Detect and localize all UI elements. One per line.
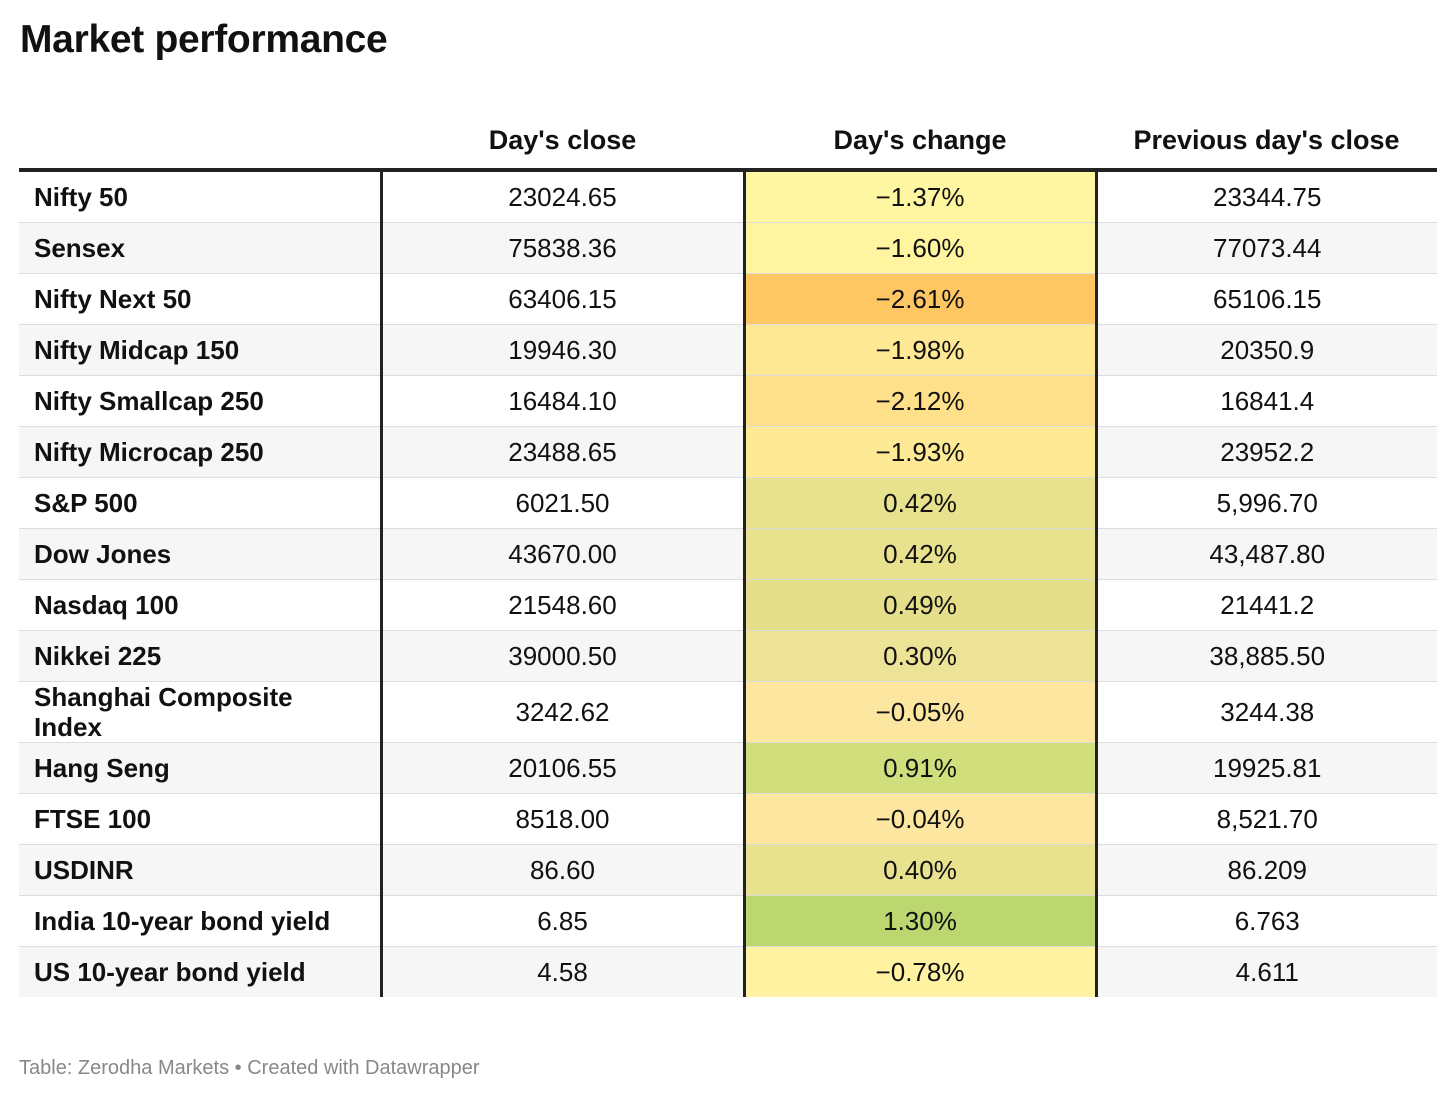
table-row: USDINR 86.60 0.40% 86.209 bbox=[19, 844, 1437, 896]
cell-days-change: −2.61% bbox=[742, 273, 1098, 325]
table-row: FTSE 100 8518.00 −0.04% 8,521.70 bbox=[19, 793, 1437, 845]
cell-days-close: 8518.00 bbox=[381, 793, 744, 845]
cell-days-change: 0.42% bbox=[742, 477, 1098, 529]
header-previous-close: Previous day's close bbox=[1096, 112, 1437, 172]
header-row: Day's close Day's change Previous day's … bbox=[19, 112, 1437, 172]
cell-previous-close: 4.611 bbox=[1096, 946, 1437, 997]
cell-days-change: −1.98% bbox=[742, 324, 1098, 376]
cell-name: Nifty 50 bbox=[19, 170, 383, 223]
header-index bbox=[19, 112, 381, 172]
cell-name: Dow Jones bbox=[19, 528, 383, 580]
cell-name: Nasdaq 100 bbox=[19, 579, 383, 631]
cell-days-close: 6.85 bbox=[381, 895, 744, 947]
market-performance-table: Day's close Day's change Previous day's … bbox=[19, 112, 1437, 997]
table-row: Nifty Midcap 150 19946.30 −1.98% 20350.9 bbox=[19, 324, 1437, 376]
cell-days-change: 0.30% bbox=[742, 630, 1098, 682]
cell-name: Nikkei 225 bbox=[19, 630, 383, 682]
table-row: Nikkei 225 39000.50 0.30% 38,885.50 bbox=[19, 630, 1437, 682]
cell-previous-close: 20350.9 bbox=[1096, 324, 1437, 376]
cell-days-change: 0.40% bbox=[742, 844, 1098, 896]
cell-days-close: 43670.00 bbox=[381, 528, 744, 580]
table-row: Sensex 75838.36 −1.60% 77073.44 bbox=[19, 222, 1437, 274]
cell-days-close: 21548.60 bbox=[381, 579, 744, 631]
cell-previous-close: 77073.44 bbox=[1096, 222, 1437, 274]
cell-name: S&P 500 bbox=[19, 477, 383, 529]
cell-days-close: 23488.65 bbox=[381, 426, 744, 478]
cell-previous-close: 3244.38 bbox=[1096, 681, 1437, 743]
cell-days-change: −1.93% bbox=[742, 426, 1098, 478]
cell-days-change: −0.78% bbox=[742, 946, 1098, 997]
cell-days-close: 4.58 bbox=[381, 946, 744, 997]
header-days-change: Day's change bbox=[744, 112, 1096, 172]
table-row: Shanghai Composite Index 3242.62 −0.05% 324… bbox=[19, 681, 1437, 743]
cell-previous-close: 5,996.70 bbox=[1096, 477, 1437, 529]
cell-name: Nifty Microcap 250 bbox=[19, 426, 383, 478]
cell-days-change: −0.05% bbox=[742, 681, 1098, 743]
cell-previous-close: 21441.2 bbox=[1096, 579, 1437, 631]
source-note: Table: Zerodha Markets • Created with Da… bbox=[19, 1057, 480, 1079]
cell-previous-close: 23952.2 bbox=[1096, 426, 1437, 478]
cell-days-change: −2.12% bbox=[742, 375, 1098, 427]
cell-days-close: 23024.65 bbox=[381, 170, 744, 223]
cell-previous-close: 6.763 bbox=[1096, 895, 1437, 947]
cell-previous-close: 16841.4 bbox=[1096, 375, 1437, 427]
cell-previous-close: 8,521.70 bbox=[1096, 793, 1437, 845]
cell-previous-close: 86.209 bbox=[1096, 844, 1437, 896]
table-row: Nifty 50 23024.65 −1.37% 23344.75 bbox=[19, 170, 1437, 223]
cell-name: USDINR bbox=[19, 844, 383, 896]
cell-days-close: 19946.30 bbox=[381, 324, 744, 376]
cell-name: Nifty Smallcap 250 bbox=[19, 375, 383, 427]
page-title: Market performance bbox=[20, 18, 388, 61]
cell-days-close: 16484.10 bbox=[381, 375, 744, 427]
cell-days-change: 0.49% bbox=[742, 579, 1098, 631]
table-row: Nifty Microcap 250 23488.65 −1.93% 23952.2 bbox=[19, 426, 1437, 478]
cell-previous-close: 23344.75 bbox=[1096, 170, 1437, 223]
cell-previous-close: 43,487.80 bbox=[1096, 528, 1437, 580]
cell-days-close: 39000.50 bbox=[381, 630, 744, 682]
cell-previous-close: 65106.15 bbox=[1096, 273, 1437, 325]
cell-days-change: −1.37% bbox=[742, 170, 1098, 223]
table-row: Nifty Next 50 63406.15 −2.61% 65106.15 bbox=[19, 273, 1437, 325]
cell-name: Shanghai Composite Index bbox=[19, 681, 383, 743]
cell-name: Hang Seng bbox=[19, 742, 383, 794]
table-row: US 10-year bond yield 4.58 −0.78% 4.611 bbox=[19, 946, 1437, 997]
cell-days-change: 0.42% bbox=[742, 528, 1098, 580]
header-days-close: Day's close bbox=[381, 112, 744, 172]
table-row: Nasdaq 100 21548.60 0.49% 21441.2 bbox=[19, 579, 1437, 631]
cell-days-change: 1.30% bbox=[742, 895, 1098, 947]
table-header: Day's close Day's change Previous day's … bbox=[19, 112, 1437, 172]
table-row: Nifty Smallcap 250 16484.10 −2.12% 16841.4 bbox=[19, 375, 1437, 427]
cell-days-close: 86.60 bbox=[381, 844, 744, 896]
table-row: India 10-year bond yield 6.85 1.30% 6.763 bbox=[19, 895, 1437, 947]
cell-name: Nifty Midcap 150 bbox=[19, 324, 383, 376]
table-body: Nifty 50 23024.65 −1.37% 23344.75 Sensex 7583… bbox=[19, 170, 1437, 997]
cell-days-close: 63406.15 bbox=[381, 273, 744, 325]
cell-name: India 10-year bond yield bbox=[19, 895, 383, 947]
table-row: Hang Seng 20106.55 0.91% 19925.81 bbox=[19, 742, 1437, 794]
cell-name: Sensex bbox=[19, 222, 383, 274]
cell-previous-close: 19925.81 bbox=[1096, 742, 1437, 794]
cell-days-change: −0.04% bbox=[742, 793, 1098, 845]
cell-days-close: 20106.55 bbox=[381, 742, 744, 794]
cell-name: Nifty Next 50 bbox=[19, 273, 383, 325]
cell-previous-close: 38,885.50 bbox=[1096, 630, 1437, 682]
cell-days-change: 0.91% bbox=[742, 742, 1098, 794]
cell-name: FTSE 100 bbox=[19, 793, 383, 845]
table-row: S&P 500 6021.50 0.42% 5,996.70 bbox=[19, 477, 1437, 529]
cell-days-close: 6021.50 bbox=[381, 477, 744, 529]
cell-name: US 10-year bond yield bbox=[19, 946, 383, 997]
cell-days-close: 3242.62 bbox=[381, 681, 744, 743]
cell-days-change: −1.60% bbox=[742, 222, 1098, 274]
table-row: Dow Jones 43670.00 0.42% 43,487.80 bbox=[19, 528, 1437, 580]
cell-days-close: 75838.36 bbox=[381, 222, 744, 274]
